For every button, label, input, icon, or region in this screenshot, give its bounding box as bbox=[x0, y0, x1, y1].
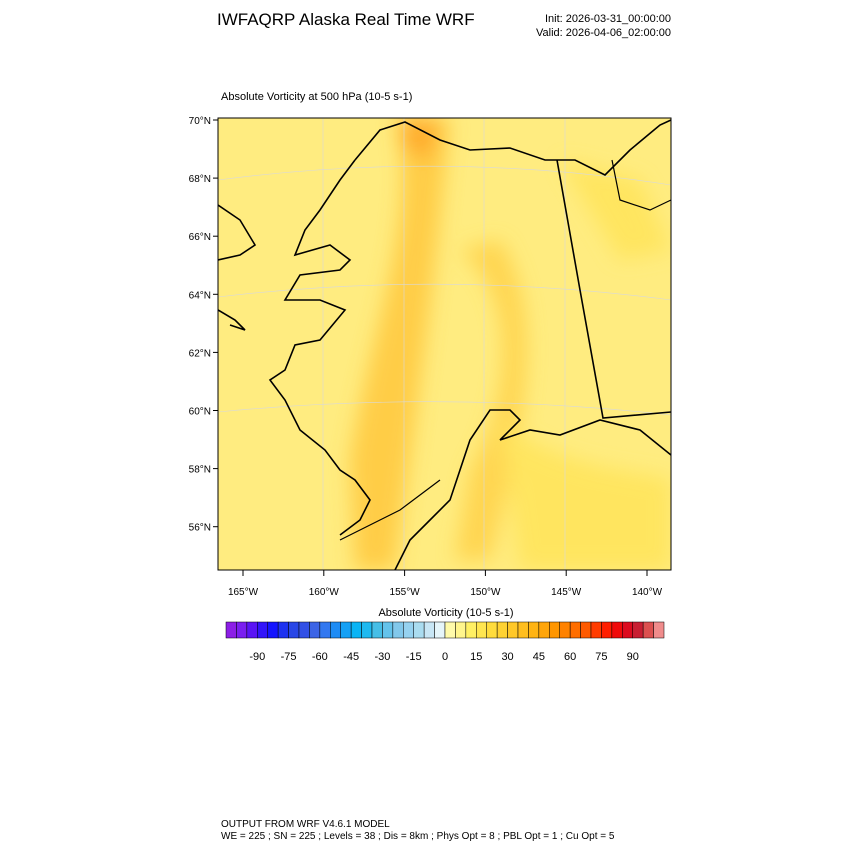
colorbar-box bbox=[277, 621, 289, 639]
colorbar-box bbox=[257, 621, 268, 639]
colorbar-box bbox=[444, 621, 456, 639]
colorbar-box bbox=[246, 621, 258, 639]
lon-label: 165°W bbox=[228, 587, 259, 598]
colorbar-box bbox=[371, 621, 383, 639]
lon-label: 155°W bbox=[390, 587, 421, 598]
lat-label: 70°N bbox=[189, 116, 211, 127]
colorbar-box bbox=[528, 621, 540, 639]
colorbar-tick-label: -45 bbox=[343, 651, 359, 663]
colorbar-box bbox=[267, 621, 279, 639]
colorbar-box bbox=[403, 621, 414, 639]
subtitle: Absolute Vorticity at 500 hPa (10-5 s-1) bbox=[221, 91, 412, 103]
lon-label: 145°W bbox=[551, 587, 582, 598]
colorbar-box bbox=[580, 621, 592, 639]
colorbar-box bbox=[434, 621, 446, 639]
colorbar-box bbox=[423, 621, 435, 639]
colorbar-box bbox=[382, 621, 394, 639]
colorbar-tick-label: -90 bbox=[249, 651, 265, 663]
colorbar-box bbox=[340, 621, 352, 639]
colorbar-box bbox=[225, 621, 237, 639]
colorbar-tick-label: -75 bbox=[281, 651, 297, 663]
lat-label: 68°N bbox=[189, 174, 211, 185]
colorbar-box bbox=[653, 621, 665, 639]
map-field bbox=[218, 118, 671, 570]
colorbar-label: Absolute Vorticity (10-5 s-1) bbox=[378, 607, 513, 619]
colorbar-box bbox=[517, 621, 529, 639]
colorbar-box bbox=[559, 621, 571, 639]
colorbar-box bbox=[632, 621, 644, 639]
footer-line: WE = 225 ; SN = 225 ; Levels = 38 ; Dis … bbox=[221, 831, 615, 842]
colorbar-tick-label: 60 bbox=[564, 651, 576, 663]
colorbar-box bbox=[486, 621, 498, 639]
colorbar-box bbox=[549, 621, 560, 639]
colorbar-box bbox=[288, 621, 300, 639]
colorbar-tick-label: 30 bbox=[501, 651, 513, 663]
colorbar-tick-label: -30 bbox=[374, 651, 390, 663]
colorbar-tick-label: -60 bbox=[312, 651, 328, 663]
colorbar-tick-label: 45 bbox=[533, 651, 545, 663]
colorbar-box bbox=[642, 621, 654, 639]
colorbar-tick-label: 90 bbox=[627, 651, 639, 663]
colorbar-box bbox=[350, 621, 362, 639]
map-frame bbox=[217, 117, 672, 571]
valid-time: Valid: 2026-04-06_02:00:00 bbox=[536, 27, 671, 39]
footer-line: OUTPUT FROM WRF V4.6.1 MODEL bbox=[221, 819, 390, 830]
colorbar-box bbox=[496, 621, 508, 639]
title: IWFAQRP Alaska Real Time WRF bbox=[217, 10, 475, 29]
colorbar-box bbox=[622, 621, 633, 639]
lat-label: 66°N bbox=[189, 232, 211, 243]
colorbar-box bbox=[319, 621, 331, 639]
colorbar-box bbox=[611, 621, 623, 639]
colorbar-box bbox=[309, 621, 321, 639]
lat-label: 60°N bbox=[189, 407, 211, 418]
colorbar-box bbox=[298, 621, 310, 639]
lat-label: 64°N bbox=[189, 290, 211, 301]
colorbar-box bbox=[507, 621, 519, 639]
lon-label: 160°W bbox=[309, 587, 340, 598]
colorbar-tick-label: -15 bbox=[406, 651, 422, 663]
colorbar-box bbox=[476, 621, 487, 639]
colorbar-box bbox=[392, 621, 404, 639]
colorbar-box bbox=[236, 621, 248, 639]
colorbar-box bbox=[538, 621, 550, 639]
lat-label: 62°N bbox=[189, 348, 211, 359]
colorbar-box bbox=[465, 621, 477, 639]
lat-label: 58°N bbox=[189, 465, 211, 476]
init-time: Init: 2026-03-31_00:00:00 bbox=[545, 13, 671, 25]
colorbar-tick-label: 0 bbox=[442, 651, 448, 663]
colorbar-tick-label: 75 bbox=[595, 651, 607, 663]
colorbar-box bbox=[330, 621, 341, 639]
lat-label: 56°N bbox=[189, 523, 211, 534]
colorbar-box bbox=[569, 621, 581, 639]
colorbar-box bbox=[601, 621, 613, 639]
colorbar-box bbox=[590, 621, 602, 639]
colorbar-tick-label: 15 bbox=[470, 651, 482, 663]
colorbar-box bbox=[413, 621, 425, 639]
colorbar-box bbox=[361, 621, 373, 639]
lon-label: 140°W bbox=[632, 587, 663, 598]
lon-label: 150°W bbox=[470, 587, 501, 598]
colorbar-box bbox=[455, 621, 467, 639]
